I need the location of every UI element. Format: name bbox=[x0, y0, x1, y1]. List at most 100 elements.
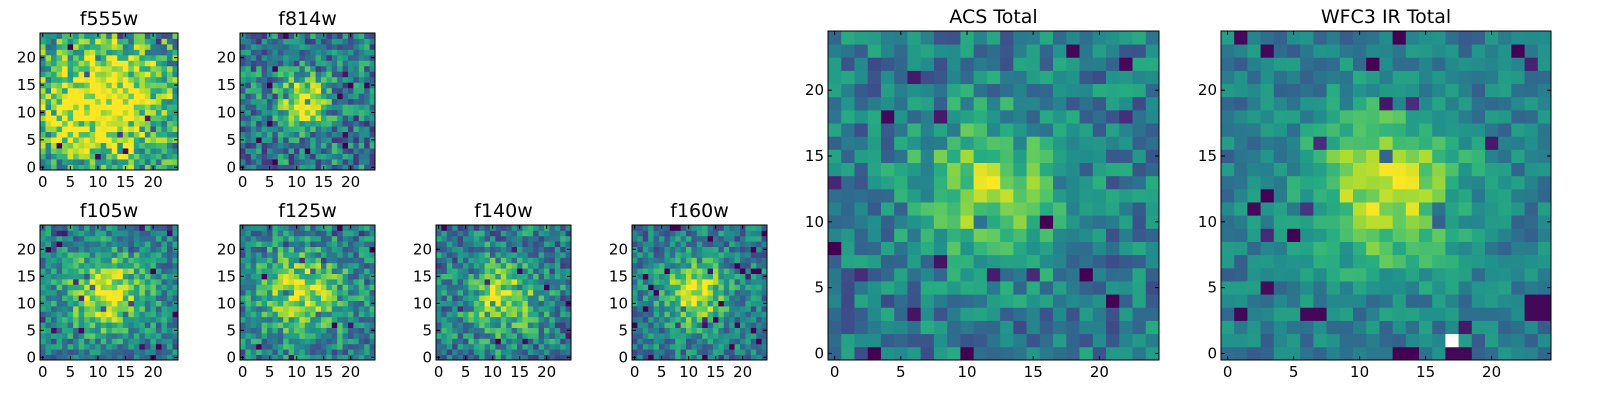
heatmap-cell bbox=[669, 311, 676, 318]
heatmap-cell bbox=[166, 82, 173, 89]
heatmap-cell bbox=[1339, 307, 1354, 321]
heatmap-cell bbox=[250, 246, 257, 253]
heatmap-cell bbox=[522, 311, 529, 318]
heatmap-cell bbox=[56, 98, 63, 105]
heatmap-cell bbox=[659, 338, 665, 345]
heatmap-cell bbox=[45, 153, 52, 160]
heatmap-cell bbox=[1445, 254, 1459, 269]
heatmap-cell bbox=[1445, 228, 1459, 242]
heatmap-cell bbox=[245, 148, 252, 154]
x-tick-label: 20 bbox=[341, 363, 360, 381]
heatmap-cell bbox=[166, 126, 173, 133]
heatmap-cell bbox=[67, 120, 74, 127]
heatmap-cell bbox=[560, 300, 566, 307]
heatmap-cell bbox=[172, 131, 179, 138]
heatmap-cell bbox=[288, 148, 295, 154]
heatmap-cell bbox=[960, 215, 975, 229]
heatmap-cell bbox=[828, 109, 842, 124]
heatmap-cell bbox=[161, 104, 168, 111]
heatmap-cell bbox=[78, 235, 85, 242]
heatmap-cell bbox=[648, 273, 654, 280]
heatmap-cell bbox=[240, 241, 246, 247]
heatmap-cell bbox=[986, 346, 1001, 361]
heatmap-cell bbox=[294, 289, 300, 296]
heatmap-cell bbox=[691, 338, 698, 345]
heatmap-cell bbox=[250, 142, 257, 149]
heatmap-cell bbox=[1132, 162, 1147, 177]
heatmap-cell bbox=[1145, 83, 1160, 98]
heatmap-cell bbox=[1145, 307, 1160, 321]
heatmap-cell bbox=[51, 349, 57, 355]
heatmap-cell bbox=[533, 284, 539, 291]
heatmap-cell bbox=[517, 322, 523, 328]
heatmap-cell bbox=[128, 126, 135, 133]
heatmap-cell bbox=[522, 354, 529, 361]
heatmap-cell bbox=[1119, 123, 1133, 137]
heatmap-cell bbox=[144, 153, 151, 160]
heatmap-cell bbox=[565, 268, 572, 274]
heatmap-cell bbox=[117, 49, 124, 56]
heatmap-cell bbox=[1353, 202, 1367, 216]
heatmap-cell bbox=[122, 43, 129, 50]
heatmap-cell bbox=[353, 295, 360, 301]
heatmap-cell bbox=[161, 230, 168, 237]
heatmap-cell bbox=[907, 320, 922, 335]
heatmap-cell bbox=[161, 148, 168, 154]
heatmap-cell bbox=[56, 289, 63, 296]
heatmap-cell bbox=[1000, 162, 1014, 177]
heatmap-cell bbox=[659, 316, 665, 323]
heatmap-cell bbox=[304, 148, 311, 154]
heatmap-cell bbox=[342, 225, 349, 231]
heatmap-cell bbox=[538, 241, 545, 247]
heatmap-cell bbox=[155, 343, 162, 350]
heatmap-cell bbox=[867, 307, 882, 321]
heatmap-cell bbox=[294, 257, 300, 264]
heatmap-cell bbox=[245, 295, 252, 301]
heatmap-cell bbox=[854, 149, 869, 163]
heatmap-cell bbox=[669, 322, 676, 328]
heatmap-cell bbox=[522, 289, 529, 296]
heatmap-cell bbox=[358, 43, 365, 50]
heatmap-cell bbox=[144, 279, 151, 285]
heatmap-cell bbox=[907, 333, 922, 348]
heatmap-cell bbox=[67, 338, 74, 345]
heatmap-cell bbox=[1221, 228, 1235, 242]
heatmap-cell bbox=[1485, 294, 1499, 308]
heatmap-cell bbox=[62, 148, 68, 154]
heatmap-cell bbox=[353, 153, 360, 160]
heatmap-cell bbox=[299, 235, 306, 242]
heatmap-cell bbox=[353, 252, 360, 258]
heatmap-cell bbox=[517, 235, 523, 242]
heatmap-cell bbox=[756, 252, 762, 258]
heatmap-cell bbox=[267, 38, 273, 45]
heatmap-cell bbox=[1339, 215, 1354, 229]
heatmap-cell bbox=[89, 49, 96, 56]
heatmap-cell bbox=[691, 262, 698, 269]
heatmap-cell bbox=[331, 295, 338, 301]
heatmap-cell bbox=[172, 153, 179, 160]
heatmap-cell bbox=[267, 60, 273, 67]
heatmap-cell bbox=[1000, 149, 1014, 163]
heatmap-cell bbox=[261, 257, 268, 264]
heatmap-cell bbox=[841, 162, 855, 177]
heatmap-cell bbox=[880, 83, 895, 98]
heatmap-cell bbox=[326, 230, 333, 237]
heatmap-cell bbox=[1432, 346, 1446, 361]
heatmap-cell bbox=[166, 262, 173, 269]
heatmap-cell bbox=[1053, 96, 1067, 111]
heatmap-cell bbox=[544, 262, 550, 269]
heatmap-cell bbox=[122, 137, 129, 143]
heatmap-cell bbox=[1300, 228, 1314, 242]
heatmap-cell bbox=[166, 159, 173, 165]
heatmap-cell bbox=[1339, 149, 1354, 163]
heatmap-cell bbox=[117, 137, 124, 143]
heatmap-cell bbox=[723, 273, 730, 280]
heatmap-cell bbox=[1013, 31, 1027, 45]
heatmap-cell bbox=[479, 300, 485, 307]
heatmap-cell bbox=[261, 93, 268, 100]
heatmap-cell bbox=[468, 349, 475, 355]
heatmap-cell bbox=[326, 338, 333, 345]
heatmap-cell bbox=[723, 311, 730, 318]
heatmap-cell bbox=[538, 246, 545, 253]
heatmap-cell bbox=[696, 306, 703, 312]
